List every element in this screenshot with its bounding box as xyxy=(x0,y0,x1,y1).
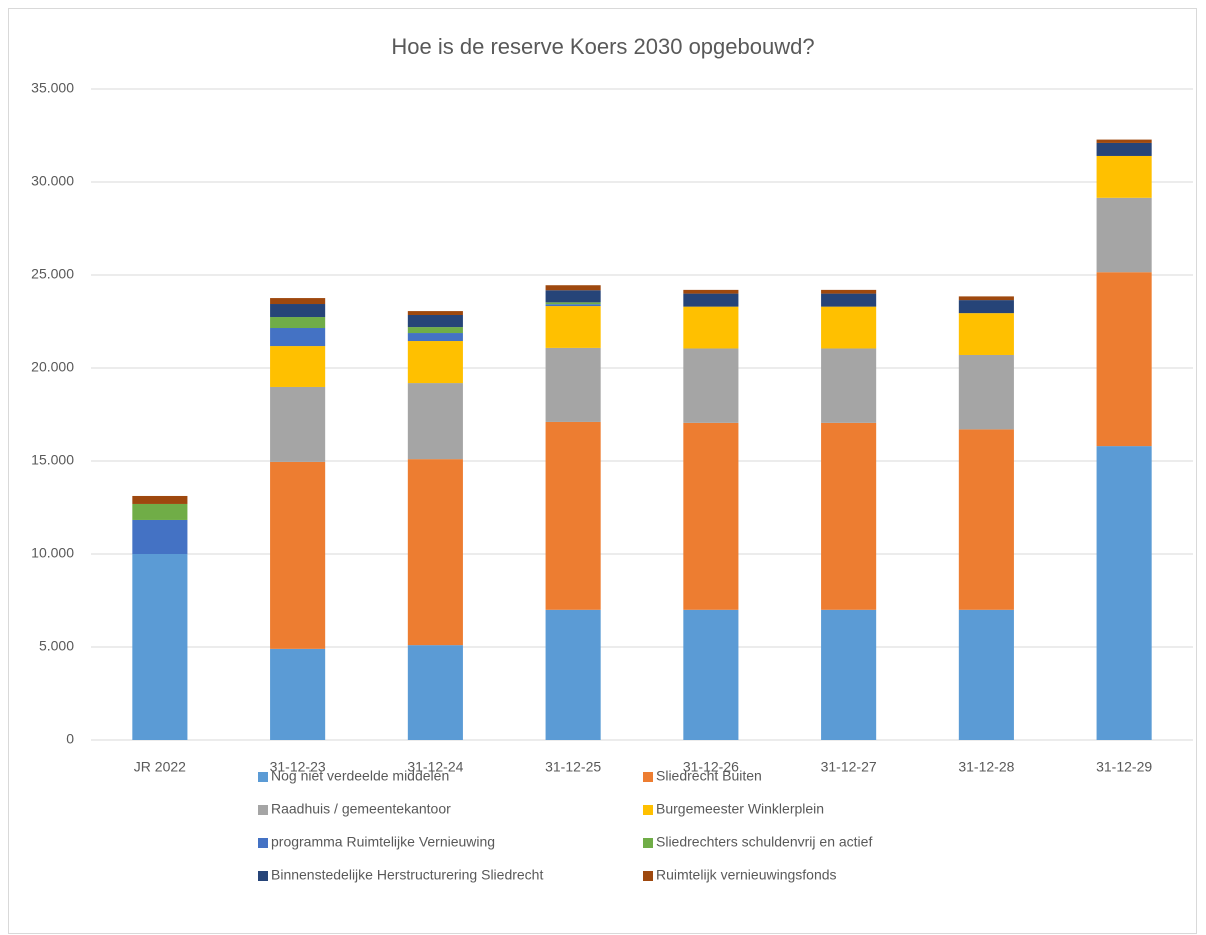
bar-segment xyxy=(270,328,326,347)
legend-swatch xyxy=(258,772,268,782)
legend-label: Ruimtelijk vernieuwingsfonds xyxy=(656,867,837,883)
bar-segment xyxy=(683,289,739,294)
x-tick-label: JR 2022 xyxy=(134,759,186,775)
x-tick-label: 31-12-24 xyxy=(407,759,463,775)
legend-label: Nog niet verdeelde middelen xyxy=(271,768,449,784)
legend-label: Sliedrechters schuldenvrij en actief xyxy=(656,834,872,850)
legend-swatch xyxy=(258,838,268,848)
bar-segment xyxy=(407,311,463,315)
bar-segment xyxy=(1096,197,1152,273)
bar-segment xyxy=(683,306,739,349)
chart-frame xyxy=(8,8,1197,934)
bar-segment xyxy=(132,503,188,520)
bar-segment xyxy=(958,296,1014,301)
bar-segment xyxy=(958,313,1014,355)
bar-segment xyxy=(821,306,877,349)
bar-segment xyxy=(132,554,188,740)
bar-segment xyxy=(407,333,463,342)
legend-label: Burgemeester Winklerplein xyxy=(656,801,824,817)
legend-swatch xyxy=(643,838,653,848)
y-tick-label: 35.000 xyxy=(31,80,74,96)
bar-segment xyxy=(407,645,463,740)
bar-segment xyxy=(270,346,326,387)
y-tick-label: 20.000 xyxy=(31,359,74,375)
bar-segment xyxy=(270,648,326,740)
bar-segment xyxy=(545,306,601,348)
bar-segment xyxy=(683,348,739,423)
bar-segment xyxy=(270,317,326,329)
legend-swatch xyxy=(643,805,653,815)
bar-segment xyxy=(821,422,877,610)
y-tick-label: 10.000 xyxy=(31,545,74,561)
bar-segment xyxy=(545,290,601,303)
bar-segment xyxy=(407,383,463,460)
x-tick-label: 31-12-28 xyxy=(958,759,1014,775)
bar-segment xyxy=(683,422,739,610)
bar-segment xyxy=(1096,155,1152,198)
bar-segment xyxy=(1096,139,1152,143)
y-tick-label: 30.000 xyxy=(31,173,74,189)
bar-segment xyxy=(407,327,463,334)
bar-segment xyxy=(132,519,188,554)
y-tick-label: 25.000 xyxy=(31,266,74,282)
bar-segment xyxy=(1096,446,1152,740)
bar-segment xyxy=(683,609,739,740)
legend-swatch xyxy=(643,871,653,881)
chart-title: Hoe is de reserve Koers 2030 opgebouwd? xyxy=(391,34,814,59)
bar-segment xyxy=(545,609,601,740)
bar-segment xyxy=(270,304,326,318)
x-tick-label: 31-12-26 xyxy=(683,759,739,775)
legend-label: Binnenstedelijke Herstructurering Sliedr… xyxy=(271,867,543,883)
legend-swatch xyxy=(643,772,653,782)
x-tick-label: 31-12-29 xyxy=(1096,759,1152,775)
bar-segment xyxy=(545,285,601,291)
bar-segment xyxy=(958,609,1014,740)
bar-segment xyxy=(270,386,326,462)
bar-segment xyxy=(407,314,463,328)
x-tick-label: 31-12-27 xyxy=(821,759,877,775)
bar-segment xyxy=(1096,142,1152,156)
bar-segment xyxy=(958,354,1014,430)
bar-segment xyxy=(821,609,877,740)
bar-segment xyxy=(545,302,601,305)
bar-segment xyxy=(407,341,463,384)
bar-segment xyxy=(1096,272,1152,447)
legend-label: programma Ruimtelijke Vernieuwing xyxy=(271,834,495,850)
y-tick-label: 5.000 xyxy=(39,638,74,654)
y-tick-label: 15.000 xyxy=(31,452,74,468)
bar-segment xyxy=(958,300,1014,314)
bar-segment xyxy=(545,421,601,610)
bar-segment xyxy=(821,293,877,307)
legend-label: Sliedrecht Buiten xyxy=(656,768,762,784)
x-tick-label: 31-12-25 xyxy=(545,759,601,775)
x-tick-label: 31-12-23 xyxy=(270,759,326,775)
bar-segment xyxy=(683,293,739,307)
bar-segment xyxy=(270,298,326,305)
bar-segment xyxy=(545,304,601,307)
bar-segment xyxy=(270,461,326,649)
bar-segment xyxy=(132,495,188,504)
bar-segment xyxy=(545,347,601,422)
bar-segment xyxy=(958,429,1014,610)
legend-swatch xyxy=(258,871,268,881)
legend-swatch xyxy=(258,805,268,815)
y-tick-label: 0 xyxy=(66,731,74,747)
bar-segment xyxy=(821,289,877,294)
legend-label: Raadhuis / gemeentekantoor xyxy=(271,801,451,817)
bar-segment xyxy=(407,459,463,646)
bar-segment xyxy=(821,348,877,423)
